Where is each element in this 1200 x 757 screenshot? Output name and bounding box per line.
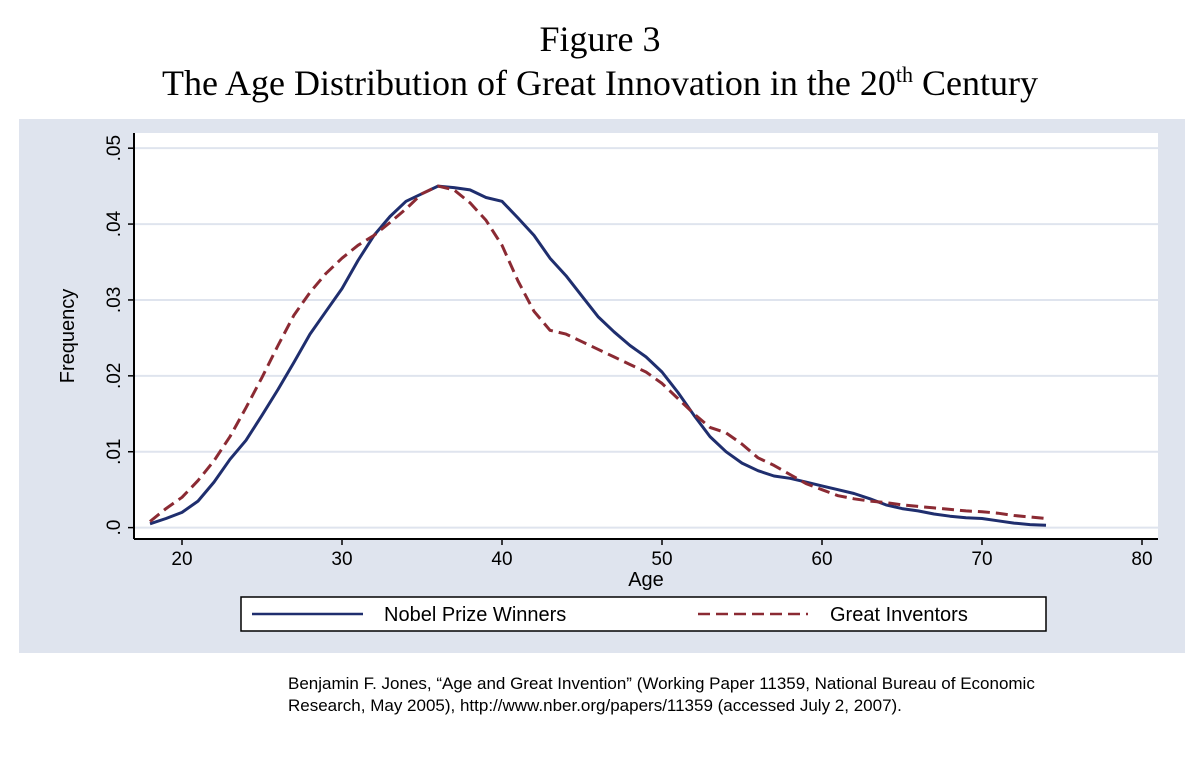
figure-title-main: The Age Distribution of Great Innovation… xyxy=(162,63,896,103)
y-tick-label: .0 xyxy=(104,520,125,536)
legend: Nobel Prize Winners Great Inventors xyxy=(240,596,1047,632)
figure-label: Figure 3 xyxy=(539,19,661,59)
y-tick-label: .04 xyxy=(104,210,125,237)
x-tick-label: 50 xyxy=(651,549,672,570)
series-line-inventors xyxy=(149,184,1047,523)
plot-area xyxy=(134,133,1158,539)
figure-title-superscript: th xyxy=(895,62,913,87)
y-tick-label: .01 xyxy=(104,439,125,465)
figure-title-end: Century xyxy=(913,63,1038,103)
figure-title: The Age Distribution of Great Innovation… xyxy=(0,62,1200,104)
axes xyxy=(133,133,1158,540)
legend-label-inventors: Great Inventors xyxy=(830,604,968,626)
x-tick-label: 70 xyxy=(971,549,992,570)
y-tick-label: .05 xyxy=(104,135,125,161)
y-tick-label: .03 xyxy=(104,287,125,313)
y-tick-label: .02 xyxy=(104,363,125,389)
legend-label-nobel: Nobel Prize Winners xyxy=(384,604,566,626)
x-tick-label: 30 xyxy=(331,549,352,570)
source-note: Benjamin F. Jones, “Age and Great Invent… xyxy=(288,674,1035,715)
series-line-nobel xyxy=(149,184,1047,527)
legend-box xyxy=(240,596,1047,632)
x-tick-label: 20 xyxy=(171,549,192,570)
y-axis-label: Frequency xyxy=(57,289,79,384)
series-lines xyxy=(149,184,1047,527)
x-axis-label: Age xyxy=(628,569,664,591)
x-tick-label: 40 xyxy=(491,549,512,570)
x-tick-label: 80 xyxy=(1131,549,1152,570)
gridlines xyxy=(134,147,1158,529)
x-tick-label: 60 xyxy=(811,549,832,570)
tick-marks: .0 .01 .02 .03 .04 .05 20 30 40 50 60 70 80 xyxy=(104,135,1153,570)
